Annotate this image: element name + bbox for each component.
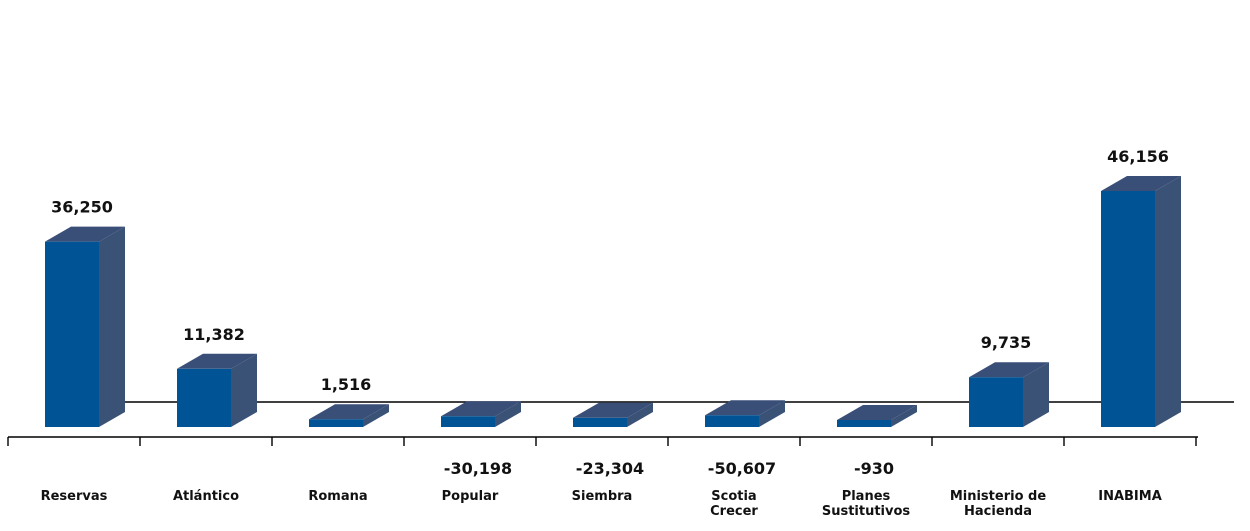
data-label: -930	[854, 459, 894, 478]
category-axis	[7, 436, 1198, 446]
value-labels: 36,250 11,382 1,516 -30,198 -23,304 -50,607 -9…	[51, 147, 1169, 478]
bar-3	[309, 404, 389, 427]
bar-side-face	[759, 400, 785, 427]
bar-7	[837, 405, 917, 427]
bar-top-face	[837, 405, 917, 420]
bar-side-face	[99, 226, 125, 427]
bar-top-face	[573, 402, 653, 418]
data-label: -23,304	[576, 459, 644, 478]
bar-top-face	[45, 226, 125, 242]
category-label: Scotia	[711, 489, 756, 504]
category-label: Sustitutivos	[822, 504, 911, 519]
category-label: Planes	[842, 489, 891, 504]
bar-9	[1101, 176, 1181, 427]
bar-top-face	[441, 401, 521, 417]
bar-5	[573, 402, 653, 427]
data-label: 1,516	[321, 375, 372, 394]
data-label: 36,250	[51, 198, 113, 217]
bar-side-face	[1023, 362, 1049, 427]
category-label: Romana	[308, 489, 367, 504]
data-label: -50,607	[708, 459, 776, 478]
bar-1	[45, 226, 125, 427]
bar-6	[705, 400, 785, 427]
bar-side-face	[363, 404, 389, 427]
bar-side-face	[1155, 176, 1181, 427]
bar-front-face	[837, 420, 891, 427]
bar-top-face	[705, 400, 785, 416]
data-label: 11,382	[183, 325, 245, 344]
category-labels: Reservas Atlántico Romana Popular Siembra Sco…	[41, 489, 1162, 519]
bar-top-face	[177, 353, 257, 369]
bar-side-face	[891, 405, 917, 427]
category-label: Popular	[442, 489, 499, 504]
bar-front-face	[573, 417, 627, 427]
bar-front-face	[45, 241, 99, 427]
bar-side-face	[627, 402, 653, 427]
category-label: Hacienda	[964, 504, 1032, 519]
bar-front-face	[705, 415, 759, 427]
category-label: Siembra	[572, 489, 633, 504]
category-label: Atlántico	[173, 489, 239, 504]
data-label: 9,735	[981, 333, 1032, 352]
category-label: Ministerio de	[950, 489, 1047, 504]
category-label: INABIMA	[1098, 489, 1162, 504]
bar-front-face	[177, 368, 231, 427]
bar-top-face	[969, 362, 1049, 378]
bar-4	[441, 401, 521, 427]
bars	[45, 176, 1181, 427]
bar-front-face	[441, 416, 495, 427]
bar-front-face	[309, 419, 363, 427]
category-label: Reservas	[41, 489, 108, 504]
bar-front-face	[969, 377, 1023, 427]
bar-side-face	[495, 401, 521, 427]
bar-2	[177, 353, 257, 427]
bar-side-face	[231, 353, 257, 427]
bar-8	[969, 362, 1049, 427]
bar-top-face	[1101, 176, 1181, 191]
category-label: Crecer	[710, 504, 758, 519]
data-label: 46,156	[1107, 147, 1169, 166]
bar-front-face	[1101, 191, 1155, 427]
bar-top-face	[309, 404, 389, 420]
data-label: -30,198	[444, 459, 512, 478]
